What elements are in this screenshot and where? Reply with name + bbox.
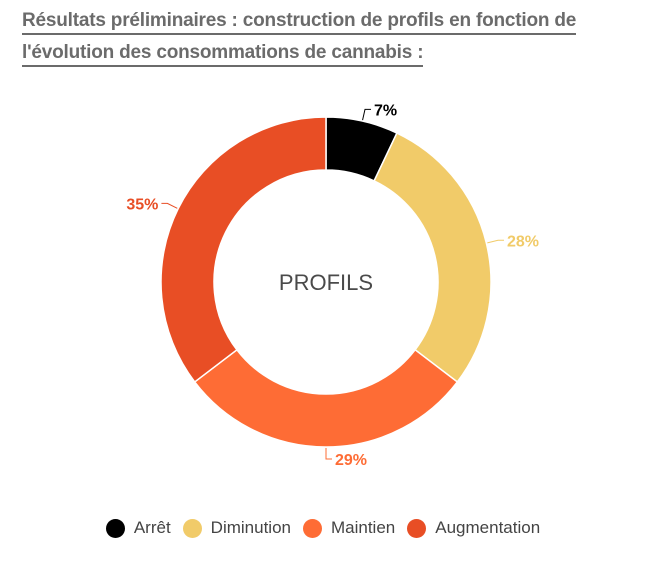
legend-swatch-icon <box>302 518 322 538</box>
slice-maintien <box>193 348 459 448</box>
data-labels-layer: 7% 28% 29% 35% <box>126 102 539 469</box>
data-label-diminution: 28% <box>507 233 539 250</box>
leader-line-diminution <box>487 239 505 244</box>
legend-item-maintien: Maintien <box>302 518 396 538</box>
data-label-arret: 7% <box>374 102 397 119</box>
legend-swatch-icon <box>105 518 125 538</box>
legend-label: Maintien <box>330 518 396 537</box>
leader-line-maintien <box>325 448 332 460</box>
slice-diminution <box>373 132 492 383</box>
legend-label: Augmentation <box>435 518 541 537</box>
title-line-1: Résultats préliminaires : construction d… <box>22 9 576 35</box>
leader-lines-layer <box>161 108 505 460</box>
title-line-2: l'évolution des consommations de cannabi… <box>22 41 424 67</box>
data-label-maintien: 29% <box>335 452 367 469</box>
slices-layer <box>160 116 492 448</box>
legend-swatch-icon <box>407 518 427 538</box>
data-label-augmentation: 35% <box>126 196 158 213</box>
slice-augmentation <box>160 116 327 383</box>
legend-label: Diminution <box>210 518 291 537</box>
legend: Arrêt Diminution Maintien Augmentation <box>0 518 646 543</box>
leader-line-arret <box>362 108 371 121</box>
legend-swatch-icon <box>182 518 202 538</box>
legend-item-augmentation: Augmentation <box>407 518 540 538</box>
center-label: PROFILS <box>279 270 373 295</box>
chart-title: Résultats préliminaires : construction d… <box>22 6 632 70</box>
legend-label: Arrêt <box>133 518 171 537</box>
leader-line-augmentation <box>161 202 178 209</box>
legend-item-arret: Arrêt <box>105 518 171 538</box>
legend-item-diminution: Diminution <box>182 518 291 538</box>
